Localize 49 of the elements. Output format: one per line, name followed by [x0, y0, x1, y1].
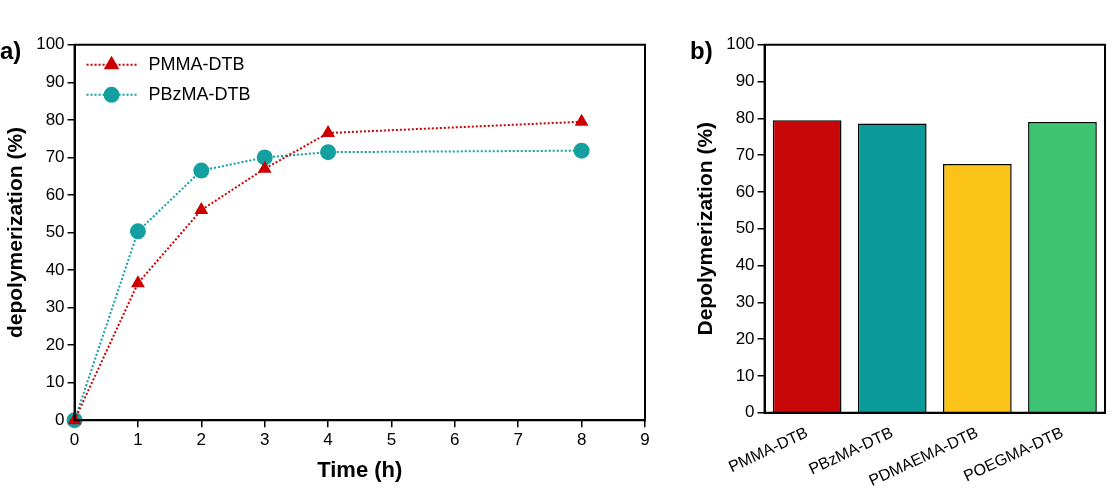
y-axis-title: depolymerization (%) [3, 126, 27, 339]
point [573, 142, 590, 159]
legend-label: PBzMA-DTB [148, 83, 251, 104]
y-tick-label: 30 [45, 297, 65, 317]
y-tick-label: 10 [45, 372, 65, 392]
y-tick-label: 60 [45, 184, 65, 204]
x-tick-label: 3 [259, 430, 270, 450]
point [256, 149, 273, 166]
point [321, 125, 336, 138]
x-tick-label: 6 [450, 430, 460, 450]
y-tick-label: 0 [745, 402, 755, 422]
y-tick-label: 30 [735, 291, 755, 311]
y-tick-label: 50 [45, 222, 65, 242]
y-tick-label: 100 [726, 34, 755, 54]
y-tick-label: 10 [735, 365, 755, 385]
point [194, 201, 209, 214]
point [320, 144, 337, 161]
y-tick-label: 40 [735, 255, 755, 275]
chart-title: b) [690, 37, 713, 65]
y-tick-label: 50 [735, 218, 755, 238]
point [131, 275, 145, 288]
y-tick-label: 60 [735, 181, 755, 201]
y-tick-label: 90 [45, 72, 65, 92]
x-tick-label: 8 [576, 430, 587, 450]
x-tick-label: 4 [323, 430, 333, 450]
y-tick-label: 90 [735, 71, 755, 91]
chart-title: a) [0, 37, 22, 65]
x-tick-label: 5 [386, 430, 397, 450]
y-tick-label: 20 [45, 334, 65, 354]
x-tick-label: 1 [133, 430, 143, 450]
x-tick-label: 7 [513, 430, 523, 450]
y-tick-label: 100 [36, 34, 65, 54]
legend-label: PMMA-DTB [148, 53, 245, 74]
y-tick-label: 80 [735, 108, 755, 128]
x-tick-label: 9 [640, 430, 650, 450]
y-tick-label: 40 [45, 259, 65, 279]
y-tick-label: 0 [55, 409, 65, 429]
y-tick-label: 70 [45, 147, 65, 167]
y-tick-label: 80 [45, 109, 65, 129]
point [193, 162, 210, 179]
y-tick-label: 20 [735, 328, 755, 348]
x-tick-label: 2 [196, 430, 207, 450]
point [129, 223, 146, 240]
y-axis-title: Depolymerization (%) [693, 121, 717, 336]
y-tick-label: 70 [735, 144, 755, 164]
x-axis-title: Time (h) [317, 456, 403, 482]
point [574, 113, 589, 126]
x-tick-label: 0 [69, 430, 80, 450]
point [257, 160, 272, 173]
